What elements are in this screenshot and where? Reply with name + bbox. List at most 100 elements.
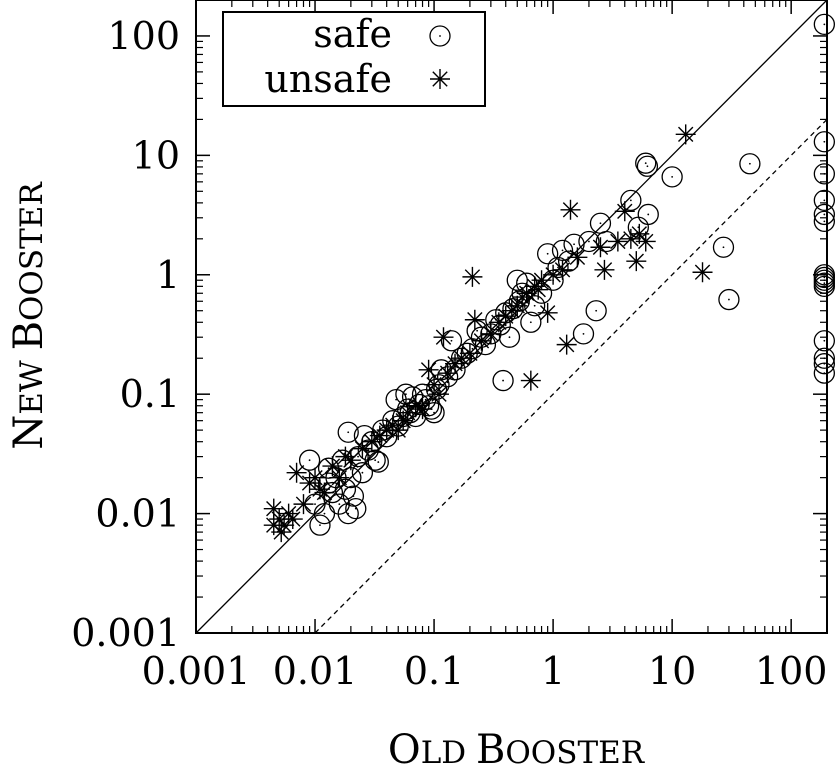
y-tick-label: 10: [132, 133, 180, 177]
point-unsafe: [692, 262, 713, 283]
y-axis-title-rest1: EW: [14, 350, 50, 414]
point-unsafe: [405, 395, 426, 416]
point-safe: [813, 13, 835, 36]
point-unsafe: [556, 334, 577, 355]
y-axis-title-cap1: N: [6, 415, 52, 450]
point-safe: [813, 189, 835, 211]
point-safe: [440, 330, 463, 352]
x-axis-title: OLD BOOSTER: [388, 727, 646, 769]
x-tick-label: 0.1: [404, 649, 464, 693]
point-unsafe: [428, 384, 449, 405]
series-unsafe: [263, 124, 713, 543]
point-unsafe: [590, 237, 611, 258]
point-safe: [547, 256, 569, 279]
point-safe: [537, 243, 559, 265]
point-unsafe: [305, 467, 326, 488]
point-unsafe: [594, 259, 615, 280]
point-unsafe: [543, 264, 564, 285]
point-safe: [461, 338, 484, 360]
point-unsafe: [464, 309, 485, 330]
point-unsafe: [352, 438, 373, 459]
point-unsafe: [278, 503, 299, 524]
point-unsafe: [560, 199, 581, 220]
x-axis-title-cap1: O: [388, 727, 421, 769]
point-safe: [813, 362, 835, 384]
point-unsafe: [528, 279, 549, 300]
point-unsafe: [675, 124, 696, 145]
point-safe: [712, 236, 735, 258]
point-safe: [813, 210, 835, 233]
point-unsafe: [567, 247, 588, 268]
point-unsafe: [537, 302, 558, 323]
point-safe: [364, 449, 386, 471]
point-unsafe: [286, 462, 307, 483]
y-axis-title-rest2: OOSTER: [14, 181, 50, 321]
point-unsafe: [471, 330, 492, 351]
x-axis-title-rest1: LD: [421, 735, 476, 769]
point-safe: [585, 300, 607, 322]
point-safe: [309, 514, 331, 536]
point-safe: [367, 451, 389, 473]
point-safe: [813, 203, 835, 226]
point-unsafe: [480, 323, 501, 344]
point-safe: [739, 153, 761, 175]
point-unsafe: [335, 446, 356, 467]
point-unsafe: [451, 348, 472, 369]
point-safe: [337, 421, 359, 443]
legend-star-marker: [430, 69, 450, 89]
x-tick-label: 100: [755, 649, 828, 693]
point-unsafe: [626, 251, 647, 272]
point-unsafe: [361, 431, 382, 452]
point-unsafe: [516, 283, 537, 304]
point-safe: [342, 485, 365, 507]
point-unsafe: [459, 343, 480, 364]
point-unsafe: [329, 467, 350, 488]
point-unsafe: [263, 498, 284, 519]
x-axis-title-cap2: B: [476, 727, 505, 769]
x-tick-label: 0.01: [273, 649, 358, 693]
y-tick-label: 0.01: [95, 492, 180, 536]
y-tick-label: 0.1: [120, 372, 180, 416]
y-tick-label: 100: [107, 14, 180, 58]
point-safe: [345, 497, 367, 520]
point-unsafe: [412, 399, 433, 420]
point-unsafe: [635, 231, 656, 252]
legend-marker-safe: [429, 25, 451, 47]
plot-frame: [195, 0, 828, 634]
point-safe: [813, 131, 835, 153]
x-tick-label: 1: [541, 649, 565, 693]
y-tick-label: 0.001: [71, 611, 180, 655]
point-safe: [557, 250, 580, 272]
point-unsafe: [271, 522, 292, 543]
point-unsafe: [433, 327, 454, 348]
legend-circle-marker: [429, 25, 451, 47]
point-unsafe: [388, 420, 409, 441]
point-unsafe: [418, 359, 439, 380]
point-safe: [520, 311, 542, 333]
point-unsafe: [282, 509, 303, 530]
point-unsafe: [614, 201, 635, 222]
point-safe: [578, 230, 600, 253]
point-unsafe: [620, 228, 641, 249]
legend: safe unsafe: [222, 11, 486, 107]
point-unsafe: [462, 266, 483, 287]
point-unsafe: [309, 479, 330, 500]
legend-marker-unsafe: [430, 69, 450, 89]
point-unsafe: [520, 370, 541, 391]
point-safe: [718, 288, 740, 311]
legend-label-unsafe: unsafe: [264, 57, 392, 101]
point-safe: [563, 233, 585, 255]
point-unsafe: [393, 410, 414, 431]
point-unsafe: [629, 223, 650, 244]
point-unsafe: [322, 456, 343, 477]
point-safe: [351, 462, 374, 484]
point-unsafe: [269, 509, 290, 530]
point-safe: [572, 323, 595, 345]
point-unsafe: [340, 450, 361, 471]
point-unsafe: [376, 420, 397, 441]
point-safe: [661, 166, 683, 188]
point-safe: [636, 155, 659, 177]
point-safe: [589, 212, 612, 234]
point-safe: [492, 369, 514, 392]
